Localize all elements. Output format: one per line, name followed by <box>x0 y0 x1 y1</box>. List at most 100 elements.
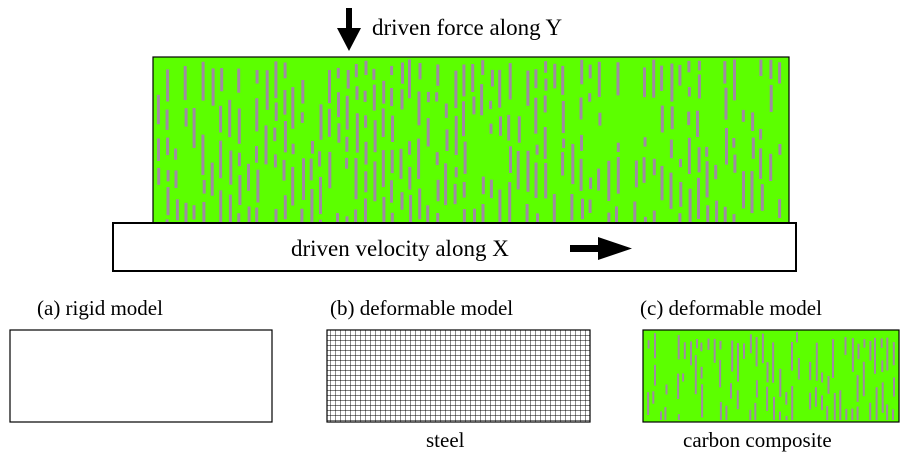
fiber <box>192 205 196 220</box>
fiber <box>588 93 592 102</box>
fiber <box>796 332 798 343</box>
fiber <box>364 141 368 165</box>
fiber <box>238 175 242 205</box>
fiber <box>553 63 557 89</box>
fiber <box>697 60 701 71</box>
fiber <box>508 182 512 224</box>
composite-model-fibers <box>647 332 895 420</box>
fiber <box>772 342 775 383</box>
fiber <box>660 411 662 420</box>
fiber <box>713 338 716 363</box>
fiber <box>785 392 788 405</box>
fiber <box>311 141 314 154</box>
fiber <box>683 342 686 360</box>
fiber <box>499 116 502 136</box>
rigid-model-box <box>9 329 273 423</box>
fiber <box>417 138 421 180</box>
rigid-substrate <box>112 222 797 272</box>
fiber <box>373 161 377 202</box>
fiber <box>166 187 170 216</box>
fiber <box>705 146 709 157</box>
fiber <box>354 158 358 200</box>
fiber <box>779 411 781 420</box>
fiber <box>724 87 728 120</box>
steel-mesh <box>326 329 591 423</box>
fiber <box>809 361 812 381</box>
fiber <box>282 159 286 181</box>
fiber <box>283 62 287 79</box>
fiber <box>660 65 664 91</box>
fiber <box>669 139 673 159</box>
fiber <box>462 101 465 137</box>
fiber <box>723 61 727 84</box>
fiber <box>400 192 404 210</box>
fiber <box>769 59 773 79</box>
fiber <box>462 209 466 225</box>
fiber <box>345 157 349 169</box>
fiber <box>869 341 872 361</box>
fiber <box>184 202 188 223</box>
fiber <box>701 384 704 418</box>
fiber <box>826 406 829 420</box>
fiber <box>570 194 574 221</box>
fiber <box>749 334 752 354</box>
fiber <box>677 414 680 420</box>
fiber <box>759 59 763 76</box>
fiber <box>697 177 700 219</box>
fiber <box>157 167 161 185</box>
fiber <box>436 213 440 225</box>
fiber <box>157 138 160 161</box>
fiber <box>791 386 794 420</box>
fiber <box>166 137 170 156</box>
fiber <box>473 208 476 225</box>
fiber <box>633 201 637 225</box>
fiber <box>755 380 758 398</box>
fiber <box>580 134 583 151</box>
fiber <box>291 87 295 129</box>
model-a-label: (a) rigid model <box>37 296 163 320</box>
fiber <box>778 144 782 155</box>
fiber <box>851 408 854 420</box>
fiber <box>677 373 680 399</box>
fiber <box>856 375 859 402</box>
fiber <box>273 127 277 142</box>
fiber <box>700 342 703 352</box>
fiber <box>723 206 727 225</box>
composite-model-box <box>642 329 900 423</box>
fiber <box>354 209 358 225</box>
fiber <box>183 66 187 101</box>
fiber <box>237 108 241 144</box>
fiber <box>463 141 467 174</box>
fiber <box>844 337 847 355</box>
fiber <box>750 171 754 214</box>
fiber <box>544 61 548 73</box>
fiber <box>418 188 422 220</box>
fiber <box>579 158 583 191</box>
fiber <box>175 199 179 221</box>
model-c-label: (c) deformable model <box>640 296 822 320</box>
fiber <box>875 387 878 420</box>
fiber <box>156 94 160 125</box>
fiber <box>516 151 520 190</box>
fiber <box>255 98 259 132</box>
fiber <box>453 183 457 205</box>
fiber <box>660 165 664 201</box>
fiber <box>291 143 295 155</box>
fiber <box>509 146 512 173</box>
fiber <box>201 61 205 101</box>
fiber <box>283 90 287 115</box>
fiber <box>616 157 620 194</box>
fiber <box>408 141 412 155</box>
fiber <box>769 84 773 112</box>
fiber <box>616 142 620 152</box>
fiber <box>886 404 889 420</box>
fiber <box>471 64 475 92</box>
fiber <box>670 63 674 102</box>
fiber <box>211 68 215 106</box>
fiber <box>319 104 323 140</box>
fiber <box>714 164 718 180</box>
fiber <box>345 136 349 152</box>
fiber <box>390 88 394 107</box>
fiber <box>247 206 251 225</box>
